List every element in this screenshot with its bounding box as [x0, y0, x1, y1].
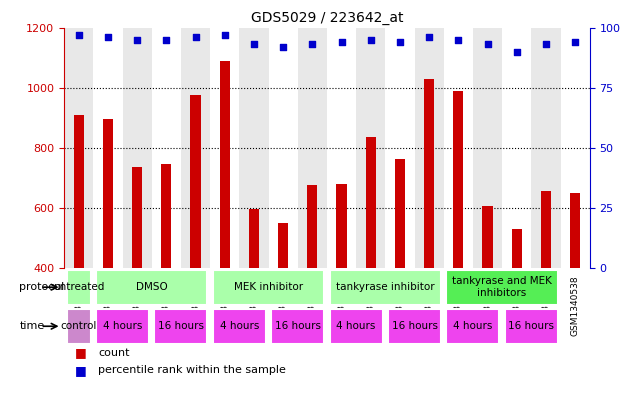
Bar: [337, 184, 347, 268]
Bar: [213, 309, 266, 344]
Bar: [453, 90, 463, 268]
Bar: [181, 28, 210, 268]
Point: [337, 39, 347, 45]
Text: 4 hours: 4 hours: [453, 321, 492, 331]
Bar: [152, 28, 181, 268]
Bar: [415, 28, 444, 268]
Bar: [512, 229, 522, 268]
Point: [278, 44, 288, 50]
Bar: [96, 270, 208, 305]
Bar: [67, 309, 90, 344]
Point: [395, 39, 405, 45]
Point: [220, 31, 230, 38]
Point: [512, 48, 522, 55]
Text: 16 hours: 16 hours: [392, 321, 438, 331]
Bar: [388, 309, 441, 344]
Bar: [213, 270, 324, 305]
Text: protocol: protocol: [19, 282, 65, 292]
Bar: [560, 28, 590, 268]
Point: [365, 37, 376, 43]
Bar: [220, 61, 230, 268]
Text: 16 hours: 16 hours: [275, 321, 320, 331]
Point: [103, 34, 113, 40]
Bar: [329, 309, 383, 344]
Text: time: time: [19, 321, 45, 331]
Bar: [483, 206, 493, 268]
Bar: [190, 95, 201, 268]
Bar: [103, 119, 113, 268]
Bar: [67, 270, 90, 305]
Bar: [210, 28, 239, 268]
Bar: [570, 193, 580, 268]
Bar: [278, 223, 288, 268]
Bar: [541, 191, 551, 268]
Text: 16 hours: 16 hours: [508, 321, 554, 331]
Bar: [395, 159, 405, 268]
Bar: [446, 270, 558, 305]
Point: [453, 37, 463, 43]
Bar: [132, 167, 142, 268]
Point: [483, 41, 493, 48]
Bar: [96, 309, 149, 344]
Point: [307, 41, 317, 48]
Bar: [329, 270, 441, 305]
Point: [190, 34, 201, 40]
Text: control: control: [60, 321, 97, 331]
Bar: [446, 309, 499, 344]
Bar: [444, 28, 473, 268]
Text: tankyrase inhibitor: tankyrase inhibitor: [336, 282, 435, 292]
Bar: [424, 79, 434, 268]
Text: DMSO: DMSO: [136, 282, 167, 292]
Text: percentile rank within the sample: percentile rank within the sample: [98, 365, 286, 375]
Bar: [249, 209, 259, 268]
Title: GDS5029 / 223642_at: GDS5029 / 223642_at: [251, 11, 403, 25]
Text: ■: ■: [74, 346, 87, 359]
Point: [161, 37, 171, 43]
Bar: [154, 309, 208, 344]
Bar: [271, 309, 324, 344]
Text: MEK inhibitor: MEK inhibitor: [234, 282, 303, 292]
Text: ■: ■: [74, 364, 87, 377]
Bar: [356, 28, 385, 268]
Text: untreated: untreated: [53, 282, 104, 292]
Bar: [327, 28, 356, 268]
Text: 16 hours: 16 hours: [158, 321, 204, 331]
Point: [132, 37, 142, 43]
Bar: [269, 28, 297, 268]
Bar: [504, 309, 558, 344]
Bar: [385, 28, 415, 268]
Bar: [239, 28, 269, 268]
Point: [424, 34, 434, 40]
Bar: [94, 28, 122, 268]
Bar: [297, 28, 327, 268]
Point: [570, 39, 580, 45]
Text: tankyrase and MEK
inhibitors: tankyrase and MEK inhibitors: [452, 276, 552, 298]
Text: count: count: [98, 348, 129, 358]
Bar: [365, 137, 376, 268]
Text: 4 hours: 4 hours: [220, 321, 259, 331]
Text: 4 hours: 4 hours: [337, 321, 376, 331]
Bar: [161, 164, 171, 268]
Bar: [473, 28, 502, 268]
Bar: [502, 28, 531, 268]
Bar: [307, 185, 317, 268]
Bar: [122, 28, 152, 268]
Point: [249, 41, 259, 48]
Bar: [64, 28, 94, 268]
Point: [74, 31, 84, 38]
Bar: [531, 28, 560, 268]
Text: 4 hours: 4 hours: [103, 321, 142, 331]
Point: [541, 41, 551, 48]
Bar: [74, 115, 84, 268]
